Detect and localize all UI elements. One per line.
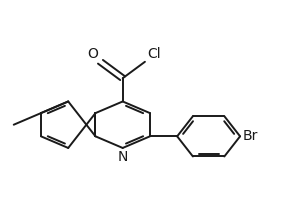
Text: Cl: Cl <box>147 47 161 61</box>
Text: O: O <box>87 47 98 61</box>
Text: Br: Br <box>242 129 258 143</box>
Text: N: N <box>118 150 128 164</box>
